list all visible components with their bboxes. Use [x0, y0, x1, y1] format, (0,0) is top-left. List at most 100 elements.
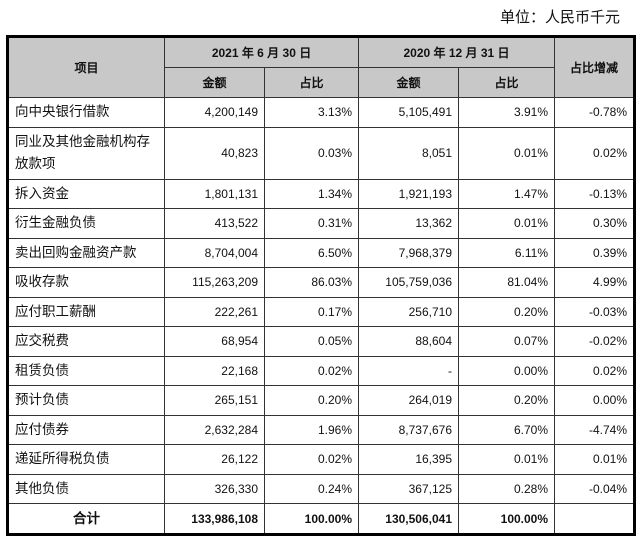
ratio-change: -4.74%	[554, 414, 635, 445]
table-row: 卖出回购金融资产款 8,704,004 6.50% 7,968,379 6.11% 0.3…	[7, 237, 635, 268]
amount-2021: 222,261	[164, 296, 265, 327]
item-name: 预计负债	[7, 385, 165, 416]
table-row: 应付债券 2,632,284 1.96% 8,737,676 6.70% -4.74%	[7, 414, 635, 445]
ratio-2020: 0.28%	[458, 473, 556, 504]
amount-2020: 88,604	[358, 326, 460, 357]
item-name: 应交税费	[7, 326, 165, 357]
total-ratio-2021: 100.00%	[263, 503, 360, 535]
total-amount-2021: 133,986,108	[164, 503, 265, 535]
ratio-2020: 0.01%	[458, 444, 556, 475]
amount-2021: 22,168	[164, 355, 265, 386]
amount-2021: 115,263,209	[164, 267, 265, 298]
amount-2021: 2,632,284	[164, 414, 265, 445]
amount-2020: 5,105,491	[358, 97, 460, 128]
item-name: 应付职工薪酬	[7, 296, 165, 327]
item-name: 拆入资金	[7, 178, 165, 209]
ratio-2021: 0.24%	[263, 473, 360, 504]
ratio-2021: 0.05%	[263, 326, 360, 357]
ratio-2020: 6.70%	[458, 414, 556, 445]
amount-2020: 367,125	[358, 473, 460, 504]
table-row: 租赁负债 22,168 0.02% -0.00% 0.02%	[7, 355, 635, 386]
table-row: 其他负债 326,330 0.24% 367,125 0.28% -0.04%	[7, 473, 635, 504]
ratio-2020: 3.91%	[458, 97, 556, 128]
amount-2021: 68,954	[164, 326, 265, 357]
item-name: 同业及其他金融机构存放款项	[7, 126, 165, 180]
amount-2020: -	[358, 355, 460, 386]
ratio-2021: 0.02%	[263, 355, 360, 386]
ratio-2021: 1.34%	[263, 178, 360, 209]
header-ratio-2021: 占比	[263, 67, 360, 98]
table-row: 向中央银行借款 4,200,149 3.13% 5,105,491 3.91% -0.78…	[7, 97, 635, 128]
table-row: 衍生金融负债 413,522 0.31% 13,362 0.01% 0.30%	[7, 208, 635, 239]
amount-2020: 13,362	[358, 208, 460, 239]
amount-2020: 105,759,036	[358, 267, 460, 298]
ratio-2020: 0.07%	[458, 326, 556, 357]
item-name: 租赁负债	[7, 355, 165, 386]
ratio-2020: 0.20%	[458, 296, 556, 327]
amount-2020: 256,710	[358, 296, 460, 327]
item-name: 应付债券	[7, 414, 165, 445]
ratio-change: 0.00%	[554, 385, 635, 416]
amount-2021: 326,330	[164, 473, 265, 504]
total-ratio-change	[554, 503, 635, 535]
item-name: 向中央银行借款	[7, 97, 165, 128]
ratio-change: 0.02%	[554, 126, 635, 180]
ratio-2021: 3.13%	[263, 97, 360, 128]
ratio-2021: 0.31%	[263, 208, 360, 239]
item-name: 递延所得税负债	[7, 444, 165, 475]
ratio-2020: 0.01%	[458, 208, 556, 239]
header-period-2021: 2021 年 6 月 30 日	[163, 36, 360, 68]
amount-2021: 26,122	[164, 444, 265, 475]
ratio-2021: 1.96%	[263, 414, 360, 445]
amount-2021: 413,522	[164, 208, 265, 239]
ratio-2021: 86.03%	[263, 267, 360, 298]
header-amount-2021: 金额	[164, 67, 265, 98]
ratio-2021: 0.20%	[263, 385, 360, 416]
amount-2020: 16,395	[358, 444, 460, 475]
amount-2020: 1,921,193	[358, 178, 460, 209]
total-ratio-2020: 100.00%	[458, 503, 556, 535]
total-row: 合计 133,986,108 100.00% 130,506,041 100.00%	[7, 503, 635, 535]
ratio-2021: 0.17%	[263, 296, 360, 327]
ratio-2020: 0.20%	[458, 385, 556, 416]
amount-2020: 7,968,379	[358, 237, 460, 268]
ratio-change: -0.02%	[554, 326, 635, 357]
ratio-change: 0.39%	[554, 237, 635, 268]
item-name: 吸收存款	[7, 267, 165, 298]
ratio-change: 0.01%	[554, 444, 635, 475]
amount-2021: 40,823	[164, 126, 265, 180]
amount-2021: 265,151	[164, 385, 265, 416]
table-row: 预计负债 265,151 0.20% 264,019 0.20% 0.00%	[7, 385, 635, 416]
ratio-2020: 0.01%	[458, 126, 556, 180]
amount-2020: 8,051	[358, 126, 460, 180]
amount-2020: 8,737,676	[358, 414, 460, 445]
amount-2021: 1,801,131	[164, 178, 265, 209]
header-ratio-2020: 占比	[458, 67, 556, 98]
header-amount-2020: 金额	[358, 67, 460, 98]
ratio-change: -0.13%	[554, 178, 635, 209]
ratio-2021: 0.02%	[263, 444, 360, 475]
header-period-2020: 2020 年 12 月 31 日	[358, 36, 556, 68]
ratio-2020: 6.11%	[458, 237, 556, 268]
ratio-2021: 0.03%	[263, 126, 360, 180]
amount-2021: 4,200,149	[164, 97, 265, 128]
ratio-change: 0.30%	[554, 208, 635, 239]
header-change: 占比增减	[554, 36, 635, 98]
table-row: 应付职工薪酬 222,261 0.17% 256,710 0.20% -0.03%	[7, 296, 635, 327]
ratio-2020: 81.04%	[458, 267, 556, 298]
total-item-name: 合计	[7, 503, 165, 535]
table-row: 拆入资金 1,801,131 1.34% 1,921,193 1.47% -0.13%	[7, 178, 635, 209]
table-row: 同业及其他金融机构存放款项 40,823 0.03% 8,051 0.01% 0.02%	[7, 126, 635, 180]
ratio-change: 0.02%	[554, 355, 635, 386]
amount-2020: 264,019	[358, 385, 460, 416]
item-name: 卖出回购金融资产款	[7, 237, 165, 268]
total-amount-2020: 130,506,041	[358, 503, 460, 535]
liabilities-table: 项目 2021 年 6 月 30 日 2020 年 12 月 31 日 占比增减…	[6, 35, 636, 536]
ratio-2020: 1.47%	[458, 178, 556, 209]
table-row: 应交税费 68,954 0.05% 88,604 0.07% -0.02%	[7, 326, 635, 357]
ratio-change: -0.04%	[554, 473, 635, 504]
ratio-2020: 0.00%	[458, 355, 556, 386]
item-name: 衍生金融负债	[7, 208, 165, 239]
ratio-2021: 6.50%	[263, 237, 360, 268]
ratio-change: -0.03%	[554, 296, 635, 327]
